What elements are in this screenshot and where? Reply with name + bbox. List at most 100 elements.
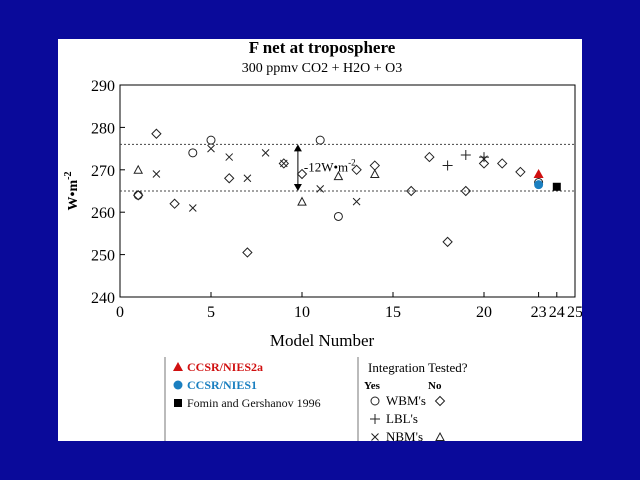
y-tick-label: 240: [91, 290, 115, 307]
x-axis-label: Model Number: [270, 331, 375, 350]
chart-title: F net at troposphere: [249, 39, 396, 57]
point-triangle: [297, 196, 307, 206]
point-x-shape: [243, 174, 252, 183]
point-x-shape: [188, 204, 197, 212]
point-diamond-shape: [351, 164, 362, 176]
y-tick-label: 270: [91, 163, 115, 180]
point-triangle-shape: [369, 168, 380, 179]
legend-yes-label: Yes: [364, 380, 381, 392]
point-filled-triangle: [533, 169, 544, 179]
point-x: [225, 153, 234, 161]
point-plus: [479, 152, 489, 163]
x-tick-label: 15: [385, 304, 401, 321]
legend-integration-groups: WBM's LBL's NBM's: [370, 393, 446, 444]
point-filled-triangle-shape: [533, 169, 544, 179]
point-x-shape: [279, 159, 288, 168]
point-x-shape: [225, 153, 234, 161]
point-diamond: [169, 198, 180, 209]
triangle-icon-shape: [435, 431, 445, 441]
y-axis-label-main: W•m: [66, 180, 81, 211]
point-diamond-shape: [296, 168, 308, 180]
point-x: [207, 144, 215, 153]
point-x: [261, 148, 270, 157]
point-diamond: [223, 173, 235, 184]
x-tick-label: 0: [116, 304, 124, 321]
point-diamond: [151, 128, 162, 139]
filled-square-icon-shape: [174, 399, 182, 407]
point-diamond: [242, 247, 253, 258]
point-filled-circle: [534, 180, 544, 190]
legend-no-label: No: [428, 380, 442, 392]
point-x: [188, 204, 197, 212]
annotation-arrow-head-down: [293, 184, 302, 191]
point-diamond-shape: [496, 158, 508, 169]
axes: 240 250 260 270 280 290 0 5 10 15 20 23 24 25: [91, 78, 583, 321]
point-diamond: [351, 164, 362, 176]
point-circle-shape: [315, 135, 325, 145]
figure-panel: F net at troposphere 300 ppmv CO2 + H2O …: [58, 38, 583, 444]
point-diamond-shape: [369, 160, 381, 171]
point-x-shape: [152, 170, 161, 178]
point-triangle: [333, 171, 344, 181]
legend-group-label: LBL's: [386, 411, 418, 426]
point-diamond: [515, 166, 526, 178]
point-plus-shape: [479, 152, 489, 163]
y-axis-label-exponent: -2: [63, 172, 74, 180]
point-diamond-shape: [132, 190, 144, 201]
x-tick-label: 10: [294, 304, 310, 321]
point-x: [316, 185, 325, 193]
x-tick-label: 23: [531, 304, 547, 321]
point-diamond: [278, 158, 290, 169]
point-x: [279, 159, 288, 168]
legend-model-label: CCSR/NIES2a: [187, 360, 263, 374]
chart-figure: F net at troposphere 300 ppmv CO2 + H2O …: [63, 38, 583, 444]
point-circle-shape: [188, 148, 198, 158]
point-diamond-shape: [278, 158, 290, 169]
annotation-label-exponent: -2: [348, 158, 356, 168]
point-diamond-shape: [460, 185, 472, 197]
x-tick-label: 24: [549, 304, 565, 321]
point-diamond-shape: [515, 166, 526, 178]
point-plus-shape: [460, 149, 471, 160]
annotation-arrow-head-up: [293, 144, 302, 152]
point-triangle: [133, 164, 144, 174]
point-x: [243, 174, 252, 183]
point-diamond: [460, 185, 472, 197]
point-x-shape: [480, 155, 488, 164]
point-diamond-shape: [223, 173, 235, 184]
legend-model-label: Fomin and Gershanov 1996: [187, 396, 321, 410]
point-circle-shape: [206, 135, 216, 145]
point-x: [352, 197, 361, 206]
x-tick-label: 5: [207, 304, 215, 321]
point-triangle-shape: [333, 171, 344, 181]
filled-square-icon: [174, 399, 182, 407]
y-tick-label: 290: [91, 78, 115, 95]
point-triangle-shape: [297, 196, 307, 206]
point-filled-square: [552, 182, 561, 191]
legend-group-label: WBM's: [386, 393, 426, 408]
point-diamond-shape: [424, 151, 435, 163]
point-filled-circle-shape: [534, 180, 544, 190]
point-plus-shape: [442, 160, 453, 171]
point-x: [480, 155, 488, 164]
range-annotation: -12W•m-2: [293, 144, 356, 191]
point-plus: [460, 149, 471, 160]
point-x-shape: [261, 148, 270, 157]
point-circle: [133, 190, 143, 200]
point-diamond: [296, 168, 308, 180]
point-diamond-shape: [151, 128, 162, 139]
point-triangle: [369, 168, 380, 179]
point-circle-shape: [133, 190, 143, 200]
point-filled-square-shape: [552, 182, 561, 191]
y-axis-label: W•m-2: [63, 172, 81, 211]
x-icon-shape: [371, 433, 379, 441]
point-diamond: [132, 190, 144, 201]
point-diamond: [405, 185, 417, 197]
annotation-label-main: -12W•m: [304, 160, 348, 175]
point-circle-shape: [333, 211, 343, 221]
point-diamond: [424, 151, 435, 163]
circle-icon: [370, 396, 380, 406]
chart-subtitle: 300 ppmv CO2 + H2O + O3: [242, 61, 402, 76]
plus-icon: [370, 414, 380, 424]
point-diamond-shape: [442, 236, 453, 248]
